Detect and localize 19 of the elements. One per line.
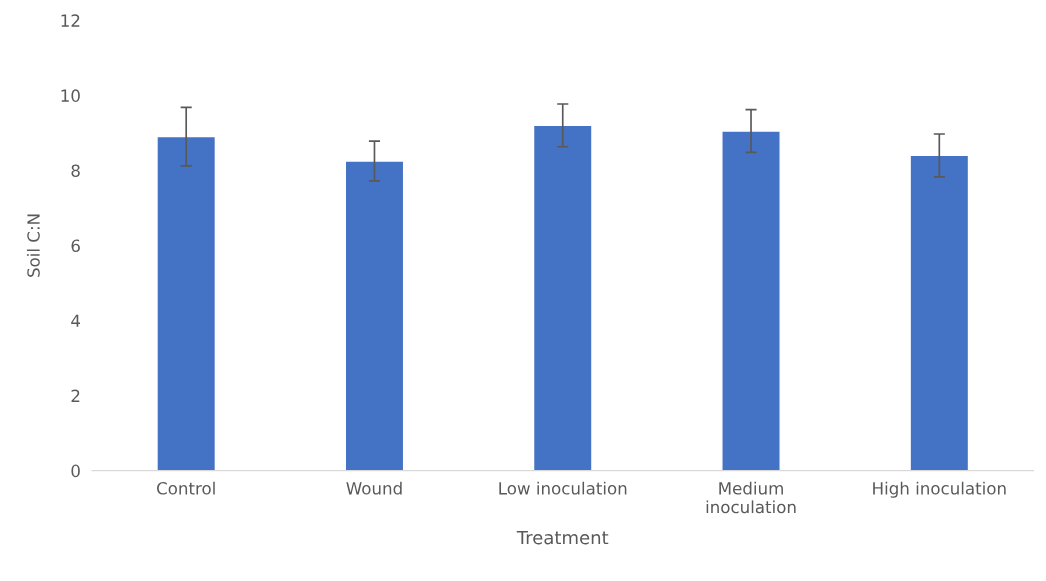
x-tick-label: Medium inoculation bbox=[706, 481, 796, 514]
y-tick-label: 6 bbox=[71, 239, 80, 253]
x-axis-title: Treatment bbox=[516, 530, 609, 545]
y-tick-label: 4 bbox=[71, 314, 80, 327]
y-axis-title: Soil C:N bbox=[26, 214, 40, 277]
y-tick-label: 12 bbox=[61, 14, 80, 27]
x-tick-label: Control bbox=[157, 481, 215, 495]
y-tick-label: 10 bbox=[61, 89, 80, 102]
bar bbox=[909, 154, 970, 471]
bar bbox=[156, 135, 217, 471]
bar bbox=[344, 160, 405, 471]
y-tick-label: 8 bbox=[71, 164, 80, 177]
bar bbox=[721, 130, 781, 471]
x-tick-label: Wound bbox=[346, 481, 402, 495]
x-tick-label: Low inoculation bbox=[499, 481, 627, 495]
y-tick-label: 0 bbox=[71, 464, 80, 478]
bar bbox=[532, 124, 593, 471]
y-tick-label: 2 bbox=[71, 389, 80, 402]
x-tick-label: High inoculation bbox=[873, 481, 1006, 498]
